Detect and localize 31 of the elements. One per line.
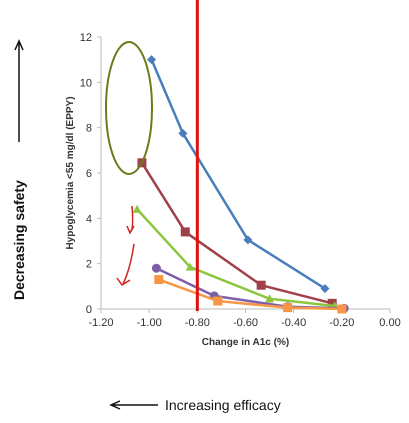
x-tick-label: 0.00 [379, 317, 401, 329]
y-tick-label: 2 [86, 258, 92, 271]
point [152, 264, 161, 273]
point [256, 280, 266, 290]
text: Increasing efficacy [165, 397, 281, 413]
point [337, 304, 346, 314]
point [186, 262, 195, 271]
y-tick-label: 4 [86, 213, 92, 226]
y-tick-label: 10 [80, 77, 92, 90]
point [243, 235, 252, 244]
x-tick-label: -1.00 [136, 317, 162, 329]
x-tick-label: -0.20 [329, 317, 354, 329]
y-tick-label: 6 [86, 168, 92, 180]
point [178, 128, 188, 138]
x-tick-label: -0.80 [184, 317, 210, 329]
point [265, 294, 274, 302]
y-tick-label: 12 [80, 32, 92, 44]
point [213, 296, 222, 306]
point [154, 275, 164, 284]
point [147, 55, 156, 64]
x-tick-label: -1.20 [88, 317, 114, 329]
x-axis-title: Change in A1c (%) [202, 337, 290, 348]
point [132, 204, 142, 213]
x-tick-label: -0.60 [232, 317, 258, 329]
y-axis-title: Hypoglycemia <55 mg/dl (EPPY) [65, 96, 76, 250]
point [320, 284, 330, 294]
point [180, 227, 190, 236]
y-tick-label: 0 [86, 304, 92, 316]
y-tick-label: 8 [86, 122, 92, 135]
x-tick-label: -0.40 [281, 317, 306, 329]
text: Decreasing safety [11, 180, 27, 300]
